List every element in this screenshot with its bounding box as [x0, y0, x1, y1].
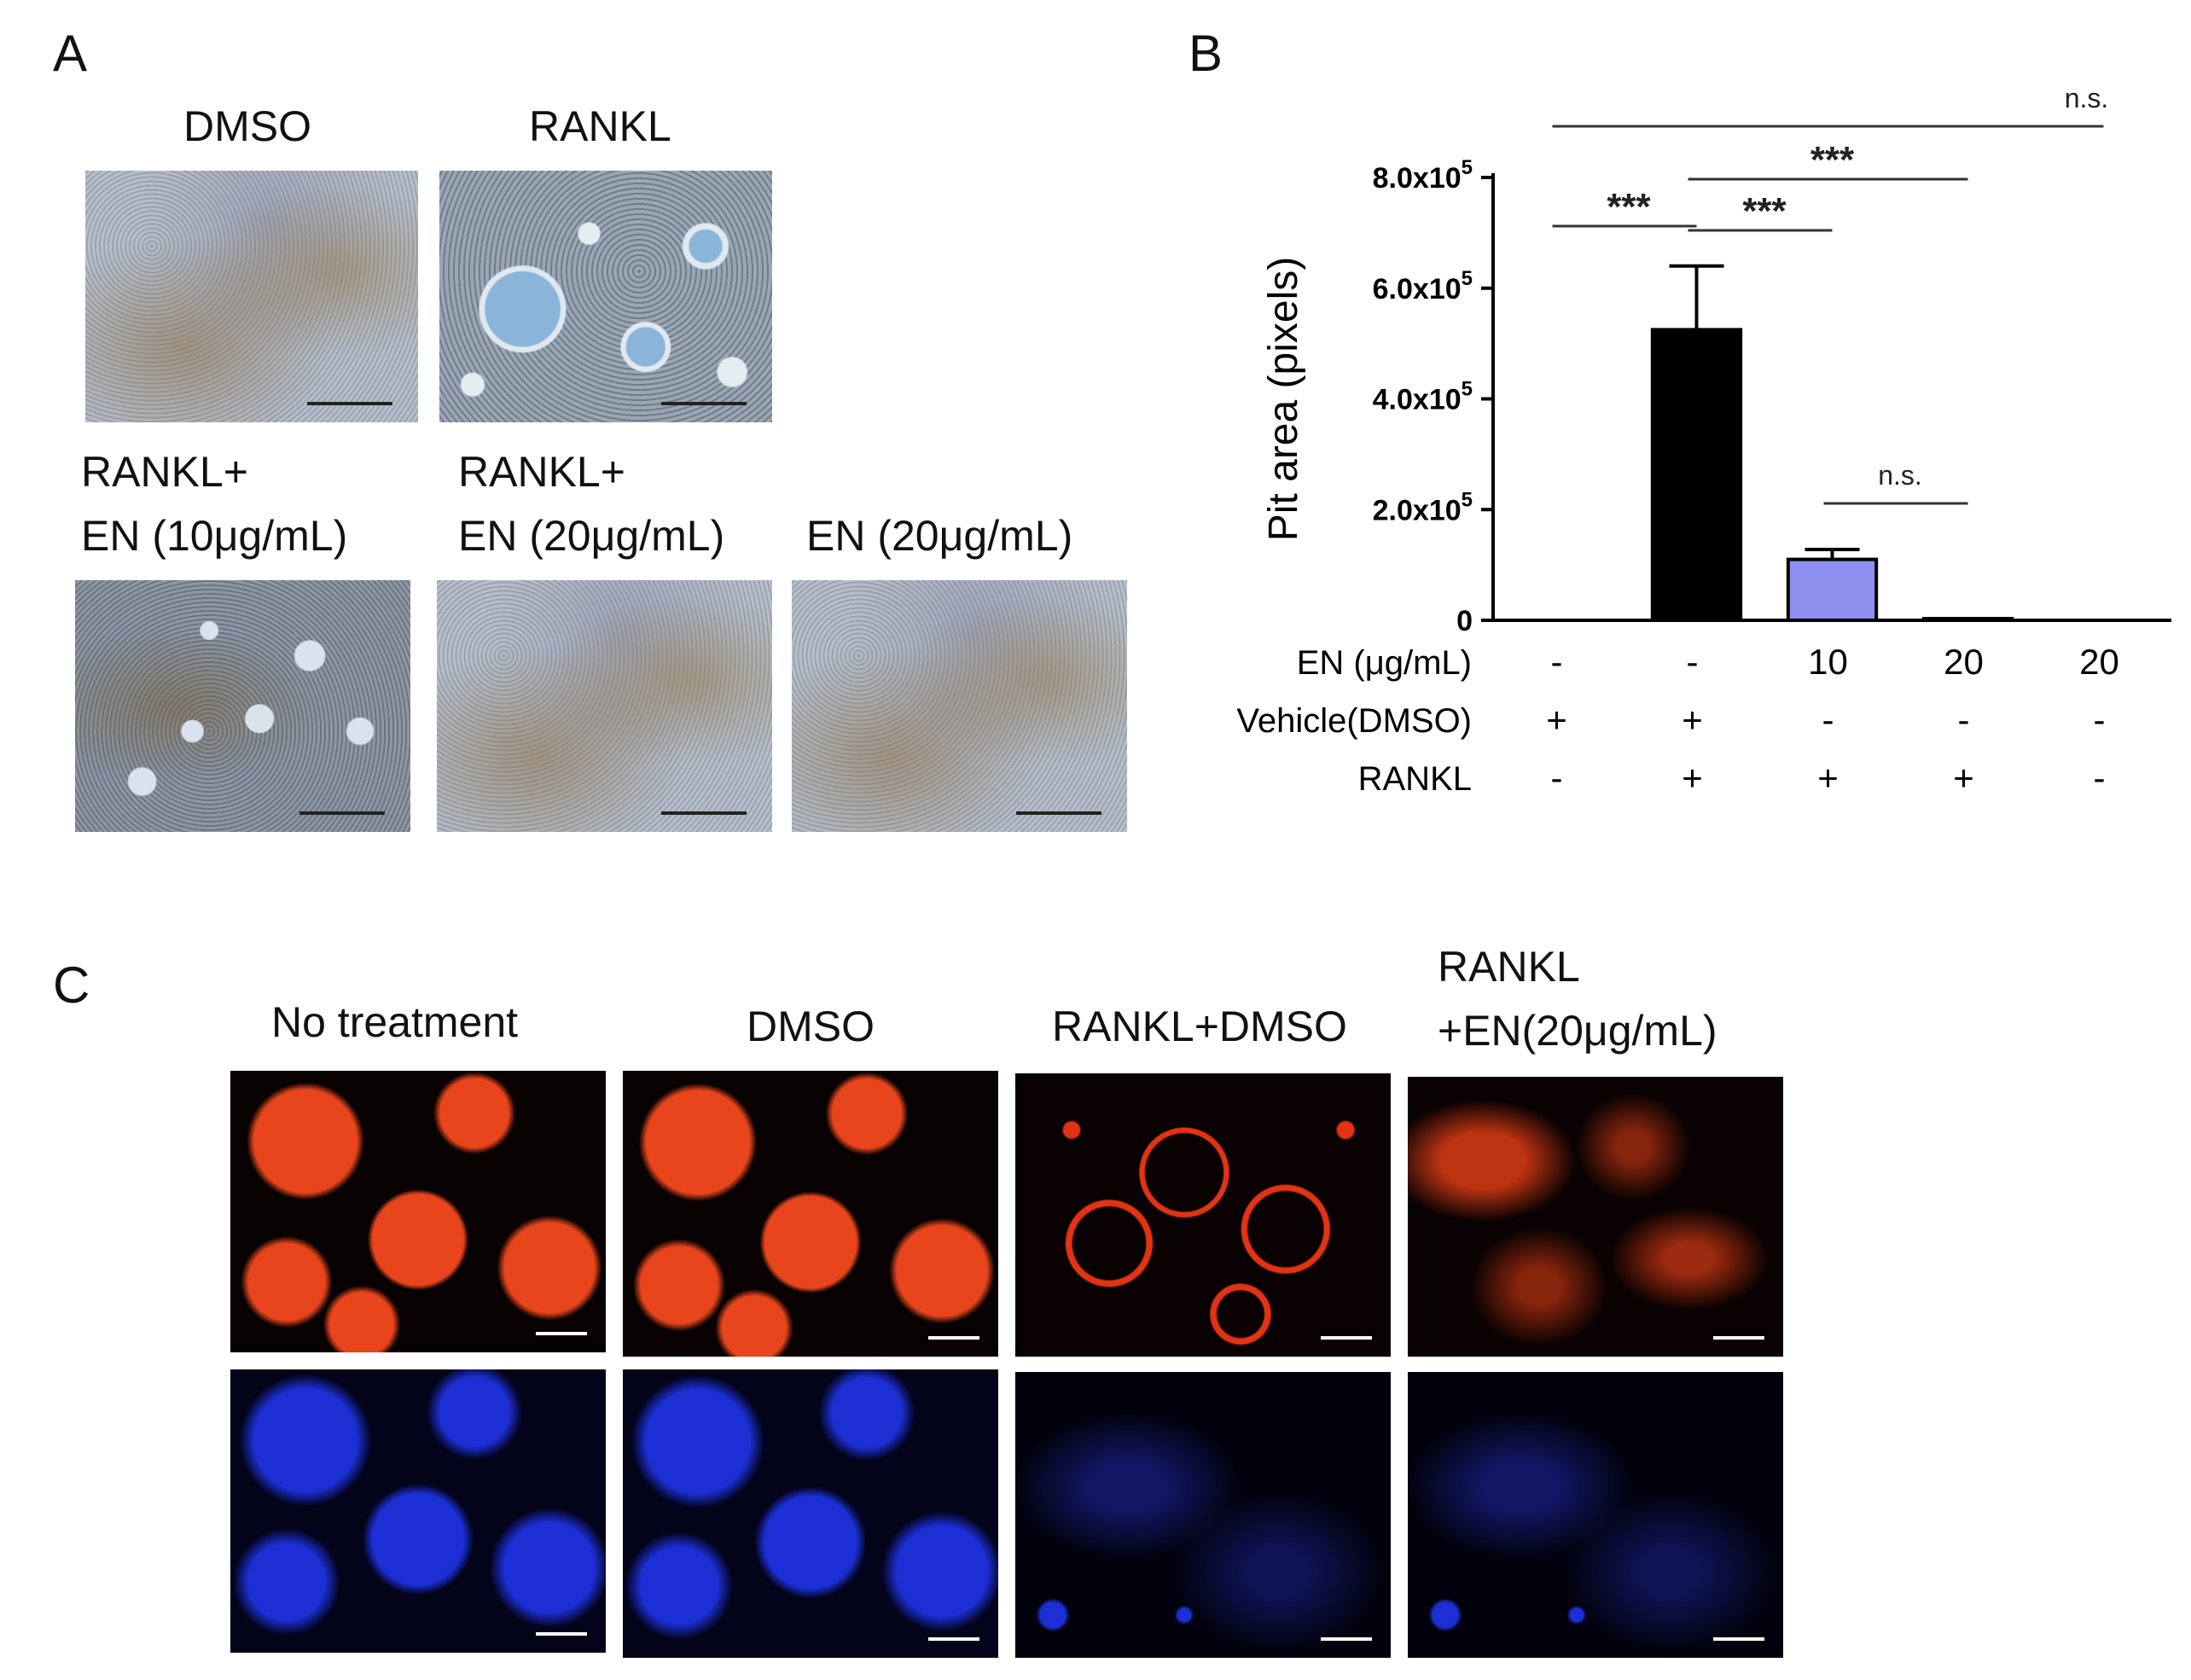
- condition-cell: +: [1682, 758, 1703, 798]
- pit-area-chart: 0 2.0x105 4.0x105 6.0x105 8.0x105 Pit area (p…: [1236, 83, 2171, 798]
- scale-bar: [536, 1332, 587, 1335]
- label-a-rankl-en20-1: RANKL+: [458, 448, 625, 496]
- micrograph-rankl-en10: [75, 580, 410, 832]
- bar: [1786, 557, 1879, 623]
- label-c-rankl-dmso: RANKL+DMSO: [1052, 1003, 1347, 1050]
- micrograph-rankl-en20: [437, 580, 772, 832]
- fluor-red-no-treatment: [230, 1071, 606, 1352]
- condition-cell: +: [1682, 700, 1703, 740]
- condition-row-label: EN (μg/mL): [1297, 644, 1472, 682]
- condition-cell: -: [1551, 758, 1563, 798]
- condition-cell: +: [1953, 758, 1974, 798]
- label-c-rankl-en-2: +EN(20μg/mL): [1438, 1007, 1717, 1055]
- fluor-red-dmso: [623, 1071, 998, 1357]
- scale-bar: [1713, 1336, 1764, 1340]
- fluor-blue-dmso: [623, 1369, 998, 1658]
- scale-bar: [928, 1336, 979, 1340]
- scale-bar: [1016, 811, 1101, 815]
- scale-bar: [1321, 1637, 1372, 1641]
- y-axis-label: Pit area (pixels): [1261, 257, 1306, 541]
- significance-label: n.s.: [1878, 460, 1922, 491]
- y-tick-label: 0: [1456, 605, 1473, 637]
- condition-cell: -: [1687, 642, 1699, 682]
- fluor-red-rankl-en: [1408, 1077, 1783, 1357]
- label-a-en20: EN (20μg/mL): [806, 512, 1073, 560]
- significance-label: ***: [1810, 139, 1855, 181]
- micrograph-en20: [792, 580, 1127, 832]
- condition-cell: -: [2094, 700, 2106, 740]
- label-a-dmso: DMSO: [183, 102, 311, 150]
- condition-row-label: RANKL: [1358, 760, 1472, 798]
- significance-label: ***: [1742, 190, 1787, 232]
- label-c-no-treatment: No treatment: [271, 998, 519, 1046]
- fluor-blue-rankl-dmso: [1015, 1372, 1391, 1658]
- scale-bar: [307, 402, 392, 405]
- condition-cell: -: [1958, 700, 1970, 740]
- y-tick-label: 2.0x105: [1373, 488, 1473, 526]
- label-a-rankl-en20-2: EN (20μg/mL): [458, 512, 725, 560]
- scale-bar: [661, 811, 747, 815]
- panel-a-letter: A: [53, 25, 88, 82]
- label-c-dmso: DMSO: [747, 1003, 875, 1050]
- bar: [1921, 617, 2014, 623]
- condition-cell: 20: [1944, 642, 1984, 682]
- panel-b-letter: B: [1188, 25, 1223, 82]
- y-tick-label: 8.0x105: [1373, 156, 1473, 195]
- micrograph-rankl: [439, 171, 772, 422]
- scale-bar: [661, 402, 747, 405]
- condition-cell: +: [1817, 758, 1839, 798]
- label-a-rankl-en10-1: RANKL+: [81, 448, 248, 496]
- bar: [1650, 328, 1743, 622]
- condition-cell: -: [1822, 700, 1834, 740]
- scale-bar: [1321, 1336, 1372, 1340]
- fluor-blue-no-treatment: [230, 1369, 606, 1653]
- condition-row-label: Vehicle(DMSO): [1236, 702, 1472, 740]
- condition-cell: -: [2094, 758, 2106, 798]
- significance-label: ***: [1607, 186, 1651, 228]
- condition-cell: 10: [1808, 642, 1848, 682]
- condition-cell: -: [1551, 642, 1563, 682]
- fluor-blue-rankl-en: [1408, 1372, 1783, 1658]
- micrograph-dmso: [85, 171, 418, 422]
- scale-bar: [928, 1637, 979, 1641]
- condition-cell: +: [1546, 700, 1567, 740]
- scale-bar: [1713, 1637, 1764, 1641]
- condition-cell: 20: [2079, 642, 2119, 682]
- significance-label: n.s.: [2065, 83, 2109, 113]
- label-a-rankl: RANKL: [529, 102, 671, 150]
- panel-c-letter: C: [53, 956, 90, 1014]
- bar: [1516, 619, 1606, 620]
- scale-bar: [536, 1632, 587, 1636]
- y-tick-label: 4.0x105: [1373, 378, 1473, 416]
- scale-bar: [299, 811, 385, 815]
- y-tick-label: 6.0x105: [1373, 267, 1473, 305]
- label-c-rankl-en-1: RANKL: [1438, 943, 1580, 991]
- bar: [2059, 619, 2148, 620]
- label-a-rankl-en10-2: EN (10μg/mL): [81, 512, 348, 560]
- fluor-red-rankl-dmso: [1015, 1073, 1391, 1357]
